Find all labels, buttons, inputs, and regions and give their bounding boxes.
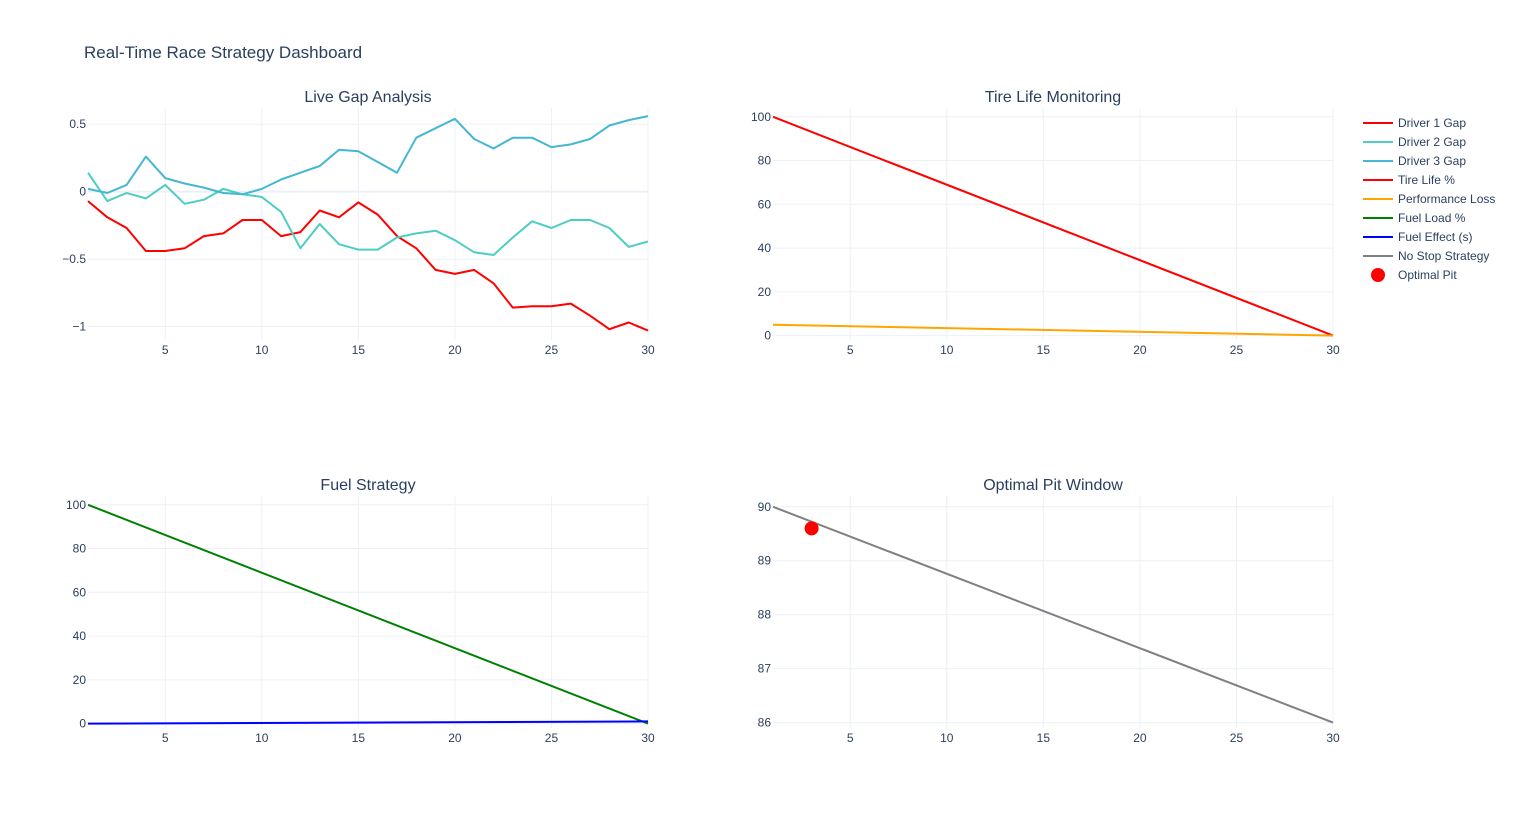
legend-item-driver-2-gap[interactable]: Driver 2 Gap <box>1363 135 1466 149</box>
series-line-fuel-load <box>87 503 649 725</box>
x-tick-label: 5 <box>162 731 169 745</box>
chart-title-pit: Optimal Pit Window <box>983 477 1123 494</box>
chart-title-fuel: Fuel Strategy <box>320 477 415 494</box>
y-tick-label: 40 <box>758 241 772 255</box>
x-tick-label: 10 <box>940 343 954 357</box>
y-tick-label: 0 <box>764 329 771 343</box>
x-tick-label: 10 <box>255 343 269 357</box>
legend-item-performance-loss[interactable]: Performance Loss <box>1363 192 1495 206</box>
legend-label: Fuel Effect (s) <box>1398 230 1472 244</box>
x-tick-label: 20 <box>1133 343 1147 357</box>
chart-title-gap: Live Gap Analysis <box>304 89 431 106</box>
chart-panels: Live Gap Analysis 5 10 15 20 25 30 0.5 0 −0.5 −1 Ti… <box>62 89 1340 745</box>
x-tick-label: 5 <box>847 731 854 745</box>
x-tick-label: 25 <box>1230 343 1244 357</box>
x-tick-label: 20 <box>1133 731 1147 745</box>
y-tick-label: 60 <box>758 197 772 211</box>
legend-item-fuel-load[interactable]: Fuel Load % <box>1363 211 1466 225</box>
series-line-performance-loss <box>772 323 1334 337</box>
chart-panel-fuel: Fuel Strategy 5 10 15 20 25 30 100 80 60 40 20 0 <box>66 477 655 745</box>
y-tick-label: 20 <box>73 673 87 687</box>
x-tick-label: 25 <box>1230 731 1244 745</box>
x-tick-label: 25 <box>545 731 559 745</box>
chart-panel-gap: Live Gap Analysis 5 10 15 20 25 30 0.5 0 −0.5 −1 <box>62 89 655 357</box>
legend-item-driver-3-gap[interactable]: Driver 3 Gap <box>1363 154 1466 168</box>
x-tick-label: 5 <box>847 343 854 357</box>
series-line-driver-1-gap <box>87 200 649 332</box>
x-tick-label: 5 <box>162 343 169 357</box>
y-tick-label: 20 <box>758 285 772 299</box>
y-tick-label: 0 <box>79 185 86 199</box>
x-tick-label: 30 <box>1326 343 1340 357</box>
legend-item-driver-1-gap[interactable]: Driver 1 Gap <box>1363 116 1466 130</box>
legend-label: Driver 1 Gap <box>1398 116 1466 130</box>
x-tick-label: 15 <box>1037 343 1051 357</box>
legend-label: Performance Loss <box>1398 192 1495 206</box>
series-line-tire-life <box>772 115 1334 337</box>
legend-label: Driver 2 Gap <box>1398 135 1466 149</box>
x-tick-label: 15 <box>1037 731 1051 745</box>
x-tick-label: 30 <box>641 731 655 745</box>
x-tick-label: 10 <box>940 731 954 745</box>
legend-label: No Stop Strategy <box>1398 249 1489 263</box>
x-tick-label: 30 <box>641 343 655 357</box>
legend-item-optimal-pit[interactable]: Optimal Pit <box>1371 268 1457 282</box>
legend-label: Fuel Load % <box>1398 211 1466 225</box>
y-tick-label: 80 <box>758 154 772 168</box>
y-tick-label: −0.5 <box>62 252 86 266</box>
y-tick-label: 80 <box>73 542 87 556</box>
x-tick-label: 25 <box>545 343 559 357</box>
y-tick-label: 40 <box>73 629 87 643</box>
y-tick-label: 100 <box>751 110 771 124</box>
x-tick-label: 15 <box>352 731 366 745</box>
y-tick-label: 86 <box>758 716 772 730</box>
y-tick-label: 60 <box>73 585 87 599</box>
x-tick-label: 15 <box>352 343 366 357</box>
legend-label: Optimal Pit <box>1398 268 1457 282</box>
legend-label: Tire Life % <box>1398 173 1455 187</box>
legend-label: Driver 3 Gap <box>1398 154 1466 168</box>
legend-item-fuel-effect-s[interactable]: Fuel Effect (s) <box>1363 230 1472 244</box>
y-tick-label: −1 <box>72 320 86 334</box>
x-tick-label: 20 <box>448 343 462 357</box>
series-line-no-stop-strategy <box>772 505 1334 724</box>
y-tick-label: 0 <box>79 717 86 731</box>
legend[interactable]: Driver 1 Gap Driver 2 Gap Driver 3 Gap Tire… <box>1363 116 1495 282</box>
x-tick-label: 30 <box>1326 731 1340 745</box>
x-tick-label: 20 <box>448 731 462 745</box>
y-tick-label: 100 <box>66 498 86 512</box>
series-line-fuel-effect-s <box>87 720 649 725</box>
legend-item-no-stop-strategy[interactable]: No Stop Strategy <box>1363 249 1489 263</box>
legend-item-tire-life[interactable]: Tire Life % <box>1363 173 1455 187</box>
series-line-driver-2-gap <box>87 172 649 256</box>
chart-panel-pit: Optimal Pit Window 5 10 15 20 25 30 90 89 88 87 86 <box>758 477 1340 745</box>
legend-marker-symbol <box>1371 268 1385 282</box>
x-tick-label: 10 <box>255 731 269 745</box>
dashboard-title: Real-Time Race Strategy Dashboard <box>84 43 362 62</box>
y-tick-label: 88 <box>758 608 772 622</box>
optimal-pit-marker <box>804 521 819 536</box>
y-tick-label: 87 <box>758 662 772 676</box>
series-line-driver-3-gap <box>87 115 649 196</box>
chart-panel-tire: Tire Life Monitoring 5 10 15 20 25 30 100 80 60 40… <box>751 89 1340 357</box>
chart-title-tire: Tire Life Monitoring <box>985 89 1121 106</box>
y-tick-label: 0.5 <box>69 117 86 131</box>
y-tick-label: 90 <box>758 500 772 514</box>
y-tick-label: 89 <box>758 554 772 568</box>
